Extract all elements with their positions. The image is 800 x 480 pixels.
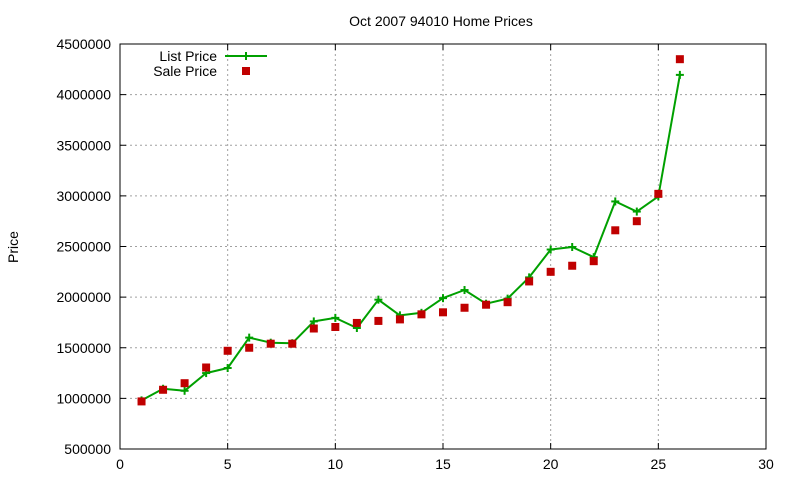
legend-label-sale-price: Sale Price [153,63,217,79]
y-tick-label: 2000000 [56,289,111,305]
list-price-point [374,295,383,304]
y-tick-label: 4500000 [56,36,111,52]
y-tick-label: 500000 [64,441,111,457]
y-tick-label: 4000000 [56,87,111,103]
y-tick-label: 3500000 [56,137,111,153]
y-tick-label: 3000000 [56,188,111,204]
sale-price-point [309,324,318,333]
axis-ticks: 0 5 10 15 20 25 30 500000 1000000 1500000 2000000 2… [56,36,774,472]
sale-price-point [482,300,491,309]
sale-price-point [137,397,146,406]
legend-label-list-price: List Price [159,48,217,64]
sale-price-point [223,346,232,355]
x-tick-label: 10 [328,456,344,472]
list-price-point [439,294,447,303]
sale-price-point [460,303,469,312]
list-price-point [568,243,577,252]
chart-title: Oct 2007 94010 Home Prices [349,13,533,29]
list-price-point [245,333,254,342]
list-price-point [180,386,189,395]
list-price-point [632,207,641,216]
sale-price-point [503,298,512,307]
legend-marker-list-price [242,52,250,60]
sale-price-point [202,363,211,372]
y-tick-label: 2500000 [56,239,111,255]
sale-price-point [675,55,684,64]
plot-series [137,55,684,406]
x-tick-label: 30 [758,456,774,472]
sale-price-point [180,379,189,388]
sale-price-point [288,339,297,348]
list-price-point [223,364,232,372]
plot-frame [119,43,767,450]
sale-price-point [395,315,404,324]
x-tick-label: 15 [435,456,451,472]
x-tick-label: 5 [224,456,232,472]
sale-price-point [331,322,340,331]
legend-marker-sale-price [242,67,250,75]
list-price-point [331,313,340,322]
sale-price-point [525,277,534,286]
sale-price-point [352,318,361,327]
list-price-point [309,317,318,326]
sale-price-point [589,257,598,266]
sale-price-point [266,339,275,348]
list-price-point [675,70,684,79]
sale-price-point [417,310,426,319]
sale-price-point [159,385,168,394]
list-price-point [611,197,620,206]
sale-price-point [245,343,254,352]
x-tick-label: 0 [116,456,124,472]
list-price-point [546,245,555,254]
list-price-line [141,74,681,402]
x-tick-label: 25 [651,456,667,472]
sale-price-point [568,261,577,270]
y-tick-label: 1500000 [56,340,111,356]
sale-price-point [546,267,555,276]
sale-price-point [654,189,663,198]
sale-price-point [439,308,447,317]
x-tick-label: 20 [543,456,559,472]
list-price-point [460,286,469,295]
y-tick-label: 1000000 [56,390,111,406]
sale-price-point [632,217,641,226]
sale-price-point [611,226,620,235]
sale-price-point [374,316,383,325]
y-axis-label: Price [5,231,21,263]
